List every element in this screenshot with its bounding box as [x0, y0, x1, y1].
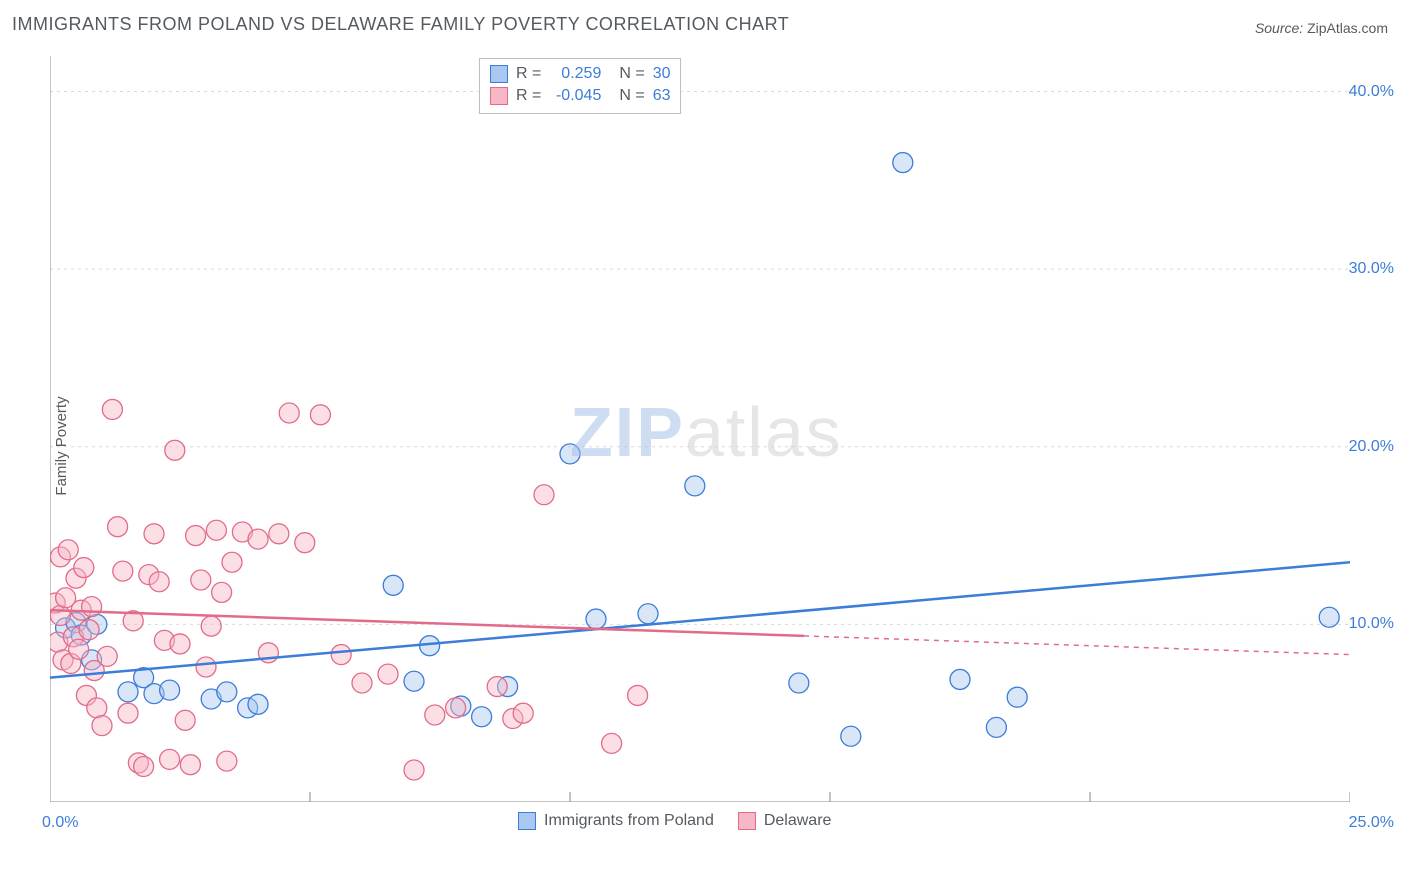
legend-r-value: -0.045 [549, 85, 601, 107]
series-legend: Immigrants from Poland Delaware [518, 812, 831, 830]
watermark-atlas: atlas [685, 393, 843, 471]
source-value: ZipAtlas.com [1307, 20, 1388, 36]
legend-r-value: 0.259 [549, 63, 601, 85]
legend-r-label: R = [516, 63, 541, 85]
x-origin-label: 0.0% [42, 814, 78, 832]
legend-swatch [490, 87, 508, 105]
watermark: ZIPatlas [570, 392, 843, 472]
y-tick-label: 40.0% [1349, 83, 1394, 101]
legend-item: Immigrants from Poland [518, 812, 714, 830]
correlation-legend: R = 0.259 N = 30 R = -0.045 N = 63 [479, 58, 681, 114]
y-tick-label: 30.0% [1349, 260, 1394, 278]
legend-n-label: N = [619, 63, 644, 85]
legend-label: Immigrants from Poland [544, 812, 714, 830]
legend-n-label: N = [619, 85, 644, 107]
legend-r-label: R = [516, 85, 541, 107]
source: Source: ZipAtlas.com [1255, 20, 1388, 36]
legend-item: Delaware [738, 812, 832, 830]
chart-container: IMMIGRANTS FROM POLAND VS DELAWARE FAMIL… [0, 0, 1406, 892]
legend-swatch [738, 812, 756, 830]
legend-swatch [518, 812, 536, 830]
chart-title: IMMIGRANTS FROM POLAND VS DELAWARE FAMIL… [12, 14, 789, 35]
legend-n-value: 63 [653, 85, 671, 107]
y-tick-label: 10.0% [1349, 615, 1394, 633]
legend-n-value: 30 [653, 63, 671, 85]
legend-label: Delaware [764, 812, 832, 830]
x-end-label: 25.0% [1349, 814, 1394, 832]
watermark-zip: ZIP [570, 393, 685, 471]
source-label: Source: [1255, 20, 1303, 36]
y-tick-label: 20.0% [1349, 438, 1394, 456]
legend-swatch [490, 65, 508, 83]
